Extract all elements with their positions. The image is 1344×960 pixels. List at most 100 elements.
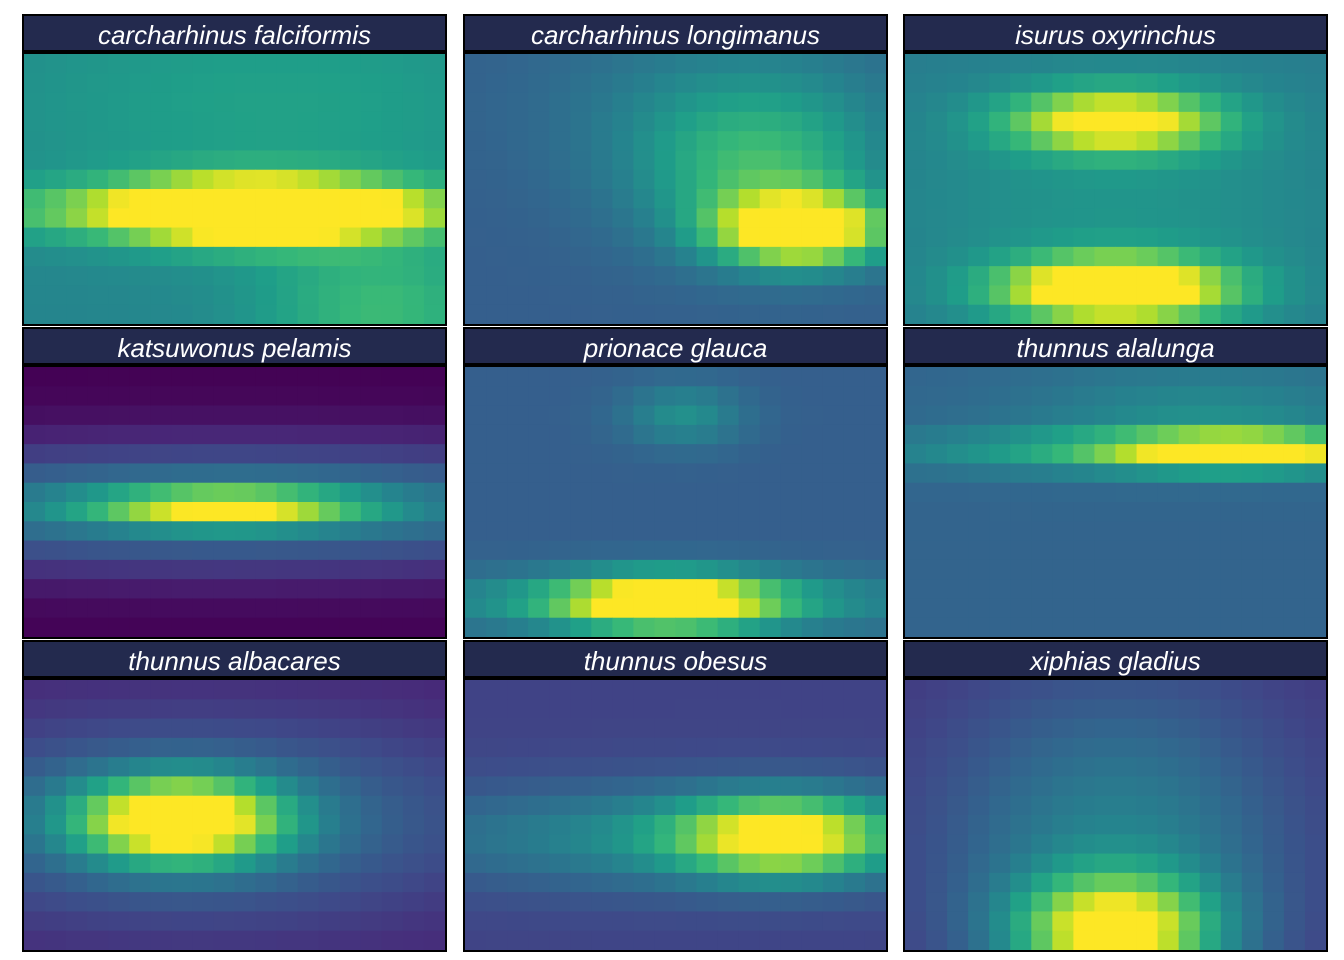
heatmap-cell bbox=[45, 930, 67, 950]
heatmap-cell bbox=[864, 424, 886, 445]
heatmap-cell bbox=[738, 737, 761, 758]
heatmap-cell bbox=[192, 463, 214, 484]
heatmap-cell bbox=[801, 444, 824, 464]
heatmap-cell bbox=[780, 227, 803, 248]
heatmap-cell bbox=[1262, 853, 1285, 874]
heatmap-cell bbox=[1010, 853, 1032, 874]
heatmap-cell bbox=[1283, 111, 1306, 132]
heatmap-cell bbox=[780, 579, 803, 599]
heatmap-cell bbox=[87, 598, 109, 619]
heatmap-cell bbox=[297, 834, 320, 854]
heatmap-cell bbox=[360, 559, 383, 580]
heatmap-cell bbox=[339, 540, 362, 561]
heatmap-cell bbox=[717, 444, 740, 464]
heatmap-cell bbox=[947, 579, 969, 599]
heatmap-cell bbox=[1220, 227, 1243, 248]
heatmap-cell bbox=[926, 189, 948, 209]
heatmap-cell bbox=[1304, 795, 1326, 816]
heatmap-cell bbox=[318, 617, 341, 637]
heatmap-cell bbox=[360, 815, 383, 835]
panel-strip: carcharhinus longimanus bbox=[463, 14, 888, 52]
panel-title: carcharhinus longimanus bbox=[530, 20, 821, 50]
heatmap-cell bbox=[87, 776, 109, 797]
heatmap-cell bbox=[759, 111, 782, 132]
heatmap-cell bbox=[1010, 285, 1032, 306]
heatmap-cell bbox=[129, 853, 151, 874]
heatmap-cell bbox=[968, 227, 990, 248]
heatmap-cell bbox=[402, 405, 425, 426]
heatmap-cell bbox=[654, 111, 676, 132]
heatmap-cell bbox=[989, 559, 1011, 580]
heatmap-cell bbox=[1073, 815, 1095, 835]
heatmap-cell bbox=[738, 73, 761, 93]
heatmap-cell bbox=[801, 776, 824, 797]
heatmap-cell bbox=[864, 815, 886, 835]
heatmap-cell bbox=[968, 246, 990, 267]
heatmap-cell bbox=[1010, 405, 1032, 426]
heatmap-cell bbox=[675, 815, 697, 835]
heatmap-cell bbox=[129, 540, 151, 561]
heatmap-cell bbox=[905, 911, 927, 932]
heatmap-cell bbox=[318, 150, 341, 171]
heatmap-cell bbox=[1031, 579, 1053, 599]
heatmap-cell bbox=[801, 131, 824, 151]
heatmap-cell bbox=[234, 834, 256, 854]
heatmap-cell bbox=[1199, 285, 1222, 306]
heatmap-cell bbox=[1283, 285, 1306, 306]
heatmap-cell bbox=[1262, 559, 1285, 580]
heatmap-cell bbox=[1283, 246, 1306, 267]
heatmap-cell bbox=[1052, 930, 1074, 950]
heatmap-cell bbox=[801, 463, 824, 484]
heatmap-cell bbox=[339, 930, 362, 950]
heatmap-cell bbox=[801, 367, 824, 387]
heatmap-cell bbox=[24, 111, 46, 132]
heatmap-cell bbox=[905, 285, 927, 306]
heatmap-cell bbox=[1199, 911, 1222, 932]
heatmap-cell bbox=[675, 795, 697, 816]
heatmap-cell bbox=[1094, 73, 1116, 93]
heatmap-cell bbox=[549, 617, 571, 637]
heatmap-cell bbox=[717, 617, 740, 637]
heatmap-cell bbox=[87, 795, 109, 816]
heatmap-cell bbox=[129, 598, 151, 619]
heatmap-cell bbox=[87, 444, 109, 464]
heatmap-cell bbox=[381, 911, 404, 932]
heatmap-cell bbox=[45, 405, 67, 426]
heatmap-cell bbox=[45, 482, 67, 503]
heatmap-cell bbox=[1157, 246, 1180, 267]
heatmap-cell bbox=[87, 208, 109, 228]
heatmap-cell bbox=[1136, 502, 1159, 522]
heatmap-cell bbox=[507, 386, 529, 406]
heatmap-cell bbox=[1157, 540, 1180, 561]
heatmap-cell bbox=[1094, 463, 1116, 484]
heatmap-cell bbox=[1199, 463, 1222, 484]
heatmap-cell bbox=[171, 424, 193, 445]
heatmap-cell bbox=[654, 424, 676, 445]
heatmap-cell bbox=[1262, 540, 1285, 561]
heatmap-cell bbox=[717, 776, 740, 797]
heatmap-cell bbox=[486, 872, 508, 893]
heatmap-cell bbox=[822, 169, 845, 190]
heatmap-cell bbox=[507, 482, 529, 503]
heatmap-cell bbox=[45, 304, 67, 324]
heatmap-cell bbox=[1262, 579, 1285, 599]
heatmap-cell bbox=[87, 386, 109, 406]
heatmap-cell bbox=[612, 834, 634, 854]
heatmap-cell bbox=[1073, 92, 1095, 113]
heatmap-cell bbox=[905, 579, 927, 599]
heatmap-cell bbox=[822, 834, 845, 854]
heatmap-cell bbox=[1115, 815, 1137, 835]
heatmap-cell bbox=[654, 680, 676, 700]
heatmap-cell bbox=[192, 795, 214, 816]
heatmap-cell bbox=[297, 598, 320, 619]
heatmap-cell bbox=[801, 285, 824, 306]
heatmap-cell bbox=[213, 521, 235, 541]
heatmap-cell bbox=[1157, 304, 1180, 324]
heatmap-cell bbox=[1136, 424, 1159, 445]
heatmap-cell bbox=[381, 444, 404, 464]
heatmap-cell bbox=[528, 699, 550, 719]
heatmap-cell bbox=[465, 246, 487, 267]
heatmap-cell bbox=[255, 834, 278, 854]
heatmap-cell bbox=[989, 189, 1011, 209]
heatmap-cell bbox=[423, 189, 445, 209]
